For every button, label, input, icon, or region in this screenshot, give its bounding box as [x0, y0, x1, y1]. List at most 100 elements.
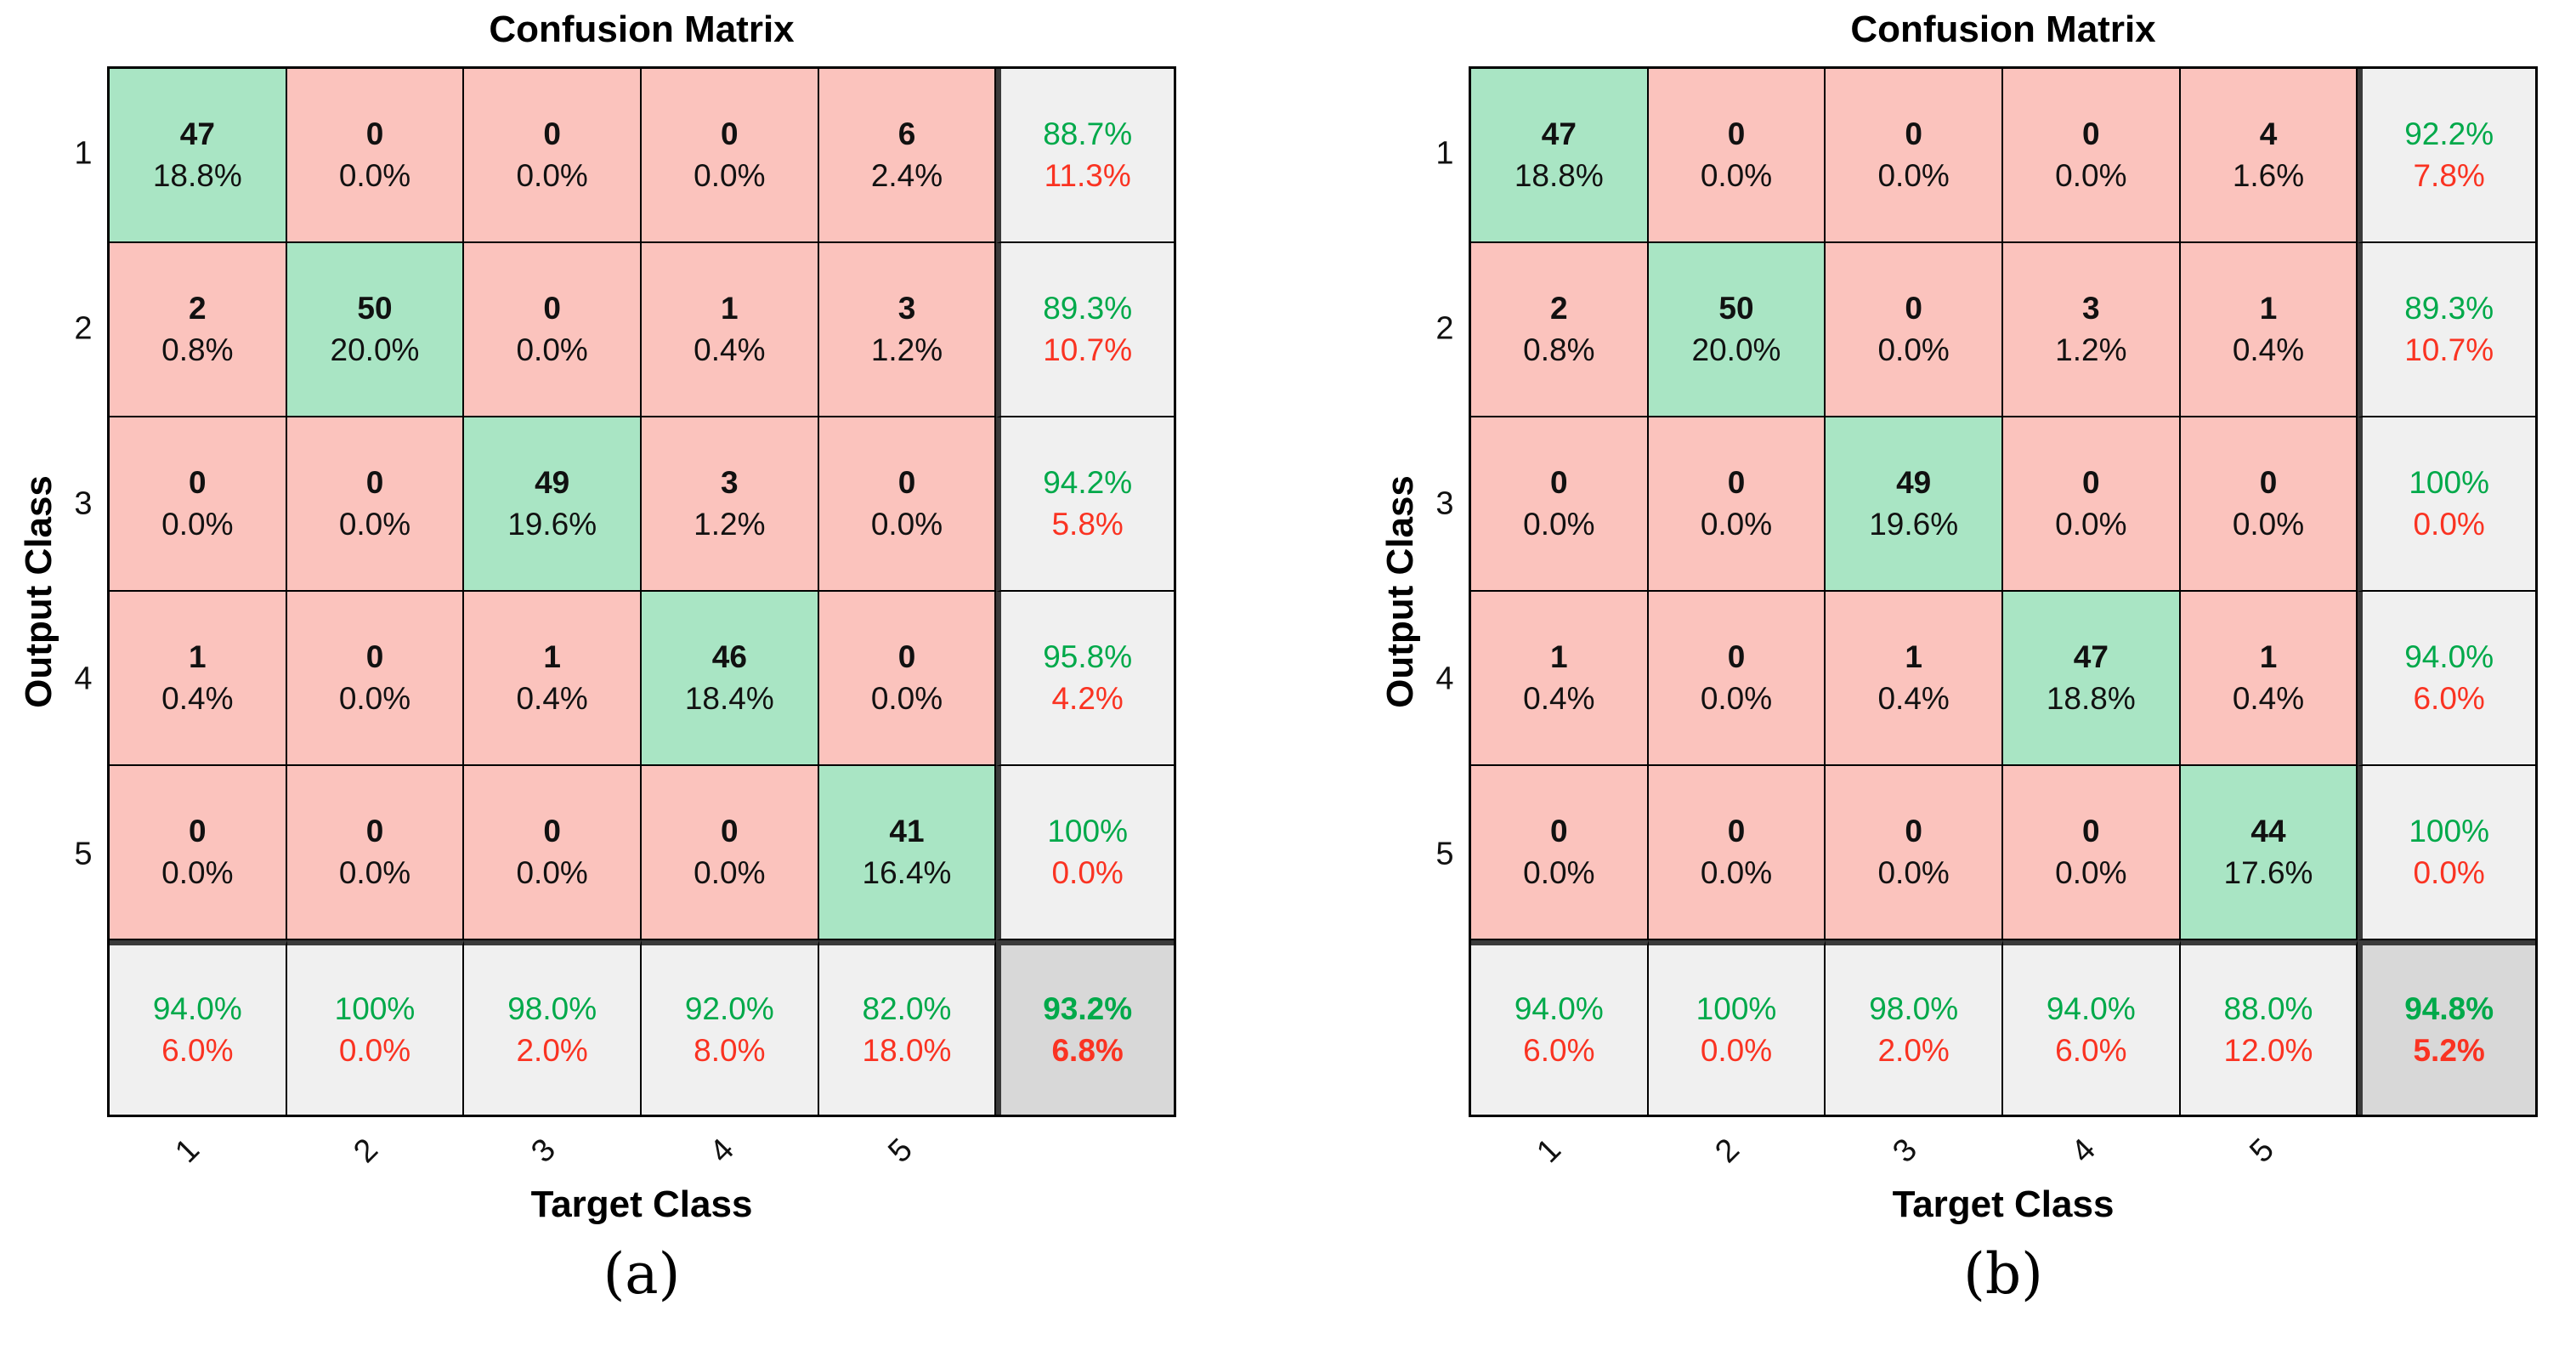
overall-error-percent: 6.8%	[1051, 1032, 1124, 1068]
matrix-cell-4-3: 1 0.4%	[1826, 592, 2003, 766]
col-summary-1: 94.0% 6.0%	[110, 940, 287, 1115]
matrix-cell-3-4: 3 1.2%	[642, 417, 819, 592]
cell-percent: 0.0%	[338, 854, 411, 890]
summary-red-percent: 6.0%	[2055, 1032, 2127, 1068]
cell-percent: 0.4%	[694, 332, 766, 367]
cell-count: 3	[2082, 290, 2100, 326]
cell-percent: 0.0%	[338, 157, 411, 193]
y-tick-label-5: 5	[1435, 836, 1454, 872]
cell-count: 50	[357, 290, 393, 326]
chart-title: Confusion Matrix	[489, 9, 795, 50]
cell-percent: 1.2%	[870, 332, 943, 367]
x-tick-label-2: 2	[346, 1132, 385, 1170]
matrix-cell-5-4: 0 0.0%	[2003, 766, 2181, 940]
cell-count: 46	[711, 638, 747, 674]
y-tick-label-1: 1	[74, 135, 93, 172]
cell-count: 0	[365, 116, 384, 151]
cell-count: 3	[897, 290, 916, 326]
cell-count: 0	[365, 464, 384, 500]
row-summary-5: 100% 0.0%	[996, 766, 1174, 940]
row-summary-3: 100% 0.0%	[2358, 417, 2535, 592]
cell-percent: 0.0%	[2055, 506, 2127, 542]
overall-accuracy-percent: 93.2%	[1043, 990, 1133, 1026]
cell-percent: 0.0%	[516, 854, 588, 890]
y-tick-label-4: 4	[74, 661, 93, 697]
matrix-cell-5-3: 0 0.0%	[1826, 766, 2003, 940]
matrix-cell-1-3: 0 0.0%	[464, 69, 642, 243]
y-tick-label-3: 3	[74, 485, 93, 522]
summary-red-percent: 11.3%	[1044, 157, 1131, 193]
cell-count: 0	[721, 116, 739, 151]
cell-percent: 16.4%	[862, 854, 952, 890]
cell-percent: 0.8%	[1523, 332, 1595, 367]
matrix-cell-1-5: 6 2.4%	[818, 69, 997, 243]
cell-count: 0	[2259, 464, 2278, 500]
cell-percent: 0.4%	[1523, 680, 1595, 716]
cell-percent: 0.0%	[1700, 680, 1773, 716]
panel-caption: (b)	[1963, 1241, 2043, 1307]
matrix-cell-1-5: 4 1.6%	[2180, 69, 2358, 243]
summary-green-percent: 100%	[2409, 464, 2489, 500]
chart-title: Confusion Matrix	[1850, 9, 2156, 50]
summary-green-percent: 89.3%	[1043, 290, 1133, 326]
col-summary-4: 92.0% 8.0%	[642, 940, 819, 1115]
cell-percent: 19.6%	[507, 506, 597, 542]
cell-percent: 0.0%	[516, 332, 588, 367]
cell-percent: 0.0%	[694, 854, 766, 890]
x-tick-label-1: 1	[1530, 1132, 1568, 1170]
panel-caption: (a)	[603, 1241, 681, 1307]
matrix-cell-3-3: 49 19.6%	[1826, 417, 2003, 592]
cell-percent: 0.0%	[1700, 854, 1773, 890]
matrix-cell-2-5: 1 0.4%	[2180, 243, 2358, 417]
cell-percent: 17.6%	[2223, 854, 2313, 890]
row-summary-4: 95.8% 4.2%	[996, 592, 1174, 766]
matrix-cell-5-2: 0 0.0%	[1648, 766, 1826, 940]
cell-count: 0	[543, 116, 561, 151]
matrix-cell-5-5: 44 17.6%	[2180, 766, 2358, 940]
cell-percent: 20.0%	[1691, 332, 1781, 367]
matrix-cell-3-5: 0 0.0%	[2180, 417, 2358, 592]
matrix-cell-3-1: 0 0.0%	[1471, 417, 1649, 592]
y-tick-label-5: 5	[74, 836, 93, 872]
x-tick-label-5: 5	[880, 1132, 920, 1170]
x-tick-label-3: 3	[1886, 1132, 1925, 1170]
summary-red-percent: 0.0%	[2413, 854, 2485, 890]
row-summary-5: 100% 0.0%	[2358, 766, 2535, 940]
matrix-cell-1-4: 0 0.0%	[2003, 69, 2181, 243]
cell-percent: 0.0%	[1877, 157, 1950, 193]
matrix-cell-5-5: 41 16.4%	[818, 766, 997, 940]
row-summary-4: 94.0% 6.0%	[2358, 592, 2535, 766]
matrix-cell-2-5: 3 1.2%	[818, 243, 997, 417]
overall-accuracy-cell: 94.8% 5.2%	[2358, 940, 2535, 1115]
summary-red-percent: 0.0%	[1700, 1032, 1773, 1068]
cell-count: 49	[1896, 464, 1932, 500]
cell-count: 0	[1550, 813, 1568, 848]
matrix-cell-2-2: 50 20.0%	[286, 243, 465, 417]
cell-count: 0	[721, 813, 739, 848]
cell-percent: 0.0%	[516, 157, 588, 193]
summary-red-percent: 10.7%	[2404, 332, 2494, 367]
cell-count: 0	[189, 813, 207, 848]
y-axis-label: Output Class	[1379, 475, 1421, 708]
cell-count: 47	[1541, 116, 1577, 151]
cell-count: 0	[1727, 813, 1746, 848]
cell-percent: 0.0%	[161, 506, 234, 542]
col-summary-5: 82.0% 18.0%	[818, 940, 997, 1115]
summary-red-percent: 2.0%	[516, 1032, 588, 1068]
overall-accuracy-cell: 93.2% 6.8%	[996, 940, 1174, 1115]
x-tick-label-2: 2	[1707, 1132, 1747, 1170]
summary-green-percent: 89.3%	[2404, 290, 2494, 326]
row-summary-2: 89.3% 10.7%	[996, 243, 1174, 417]
col-summary-5: 88.0% 12.0%	[2180, 940, 2358, 1115]
cell-percent: 0.0%	[161, 854, 234, 890]
summary-green-percent: 100%	[1047, 813, 1128, 848]
cell-percent: 0.0%	[2055, 157, 2127, 193]
cell-count: 47	[179, 116, 215, 151]
summary-green-percent: 92.2%	[2404, 116, 2494, 151]
matrix-cell-4-2: 0 0.0%	[286, 592, 465, 766]
cell-count: 49	[535, 464, 570, 500]
matrix-cell-3-1: 0 0.0%	[110, 417, 287, 592]
x-axis-label: Target Class	[1892, 1183, 2115, 1225]
cell-percent: 0.0%	[2055, 854, 2127, 890]
